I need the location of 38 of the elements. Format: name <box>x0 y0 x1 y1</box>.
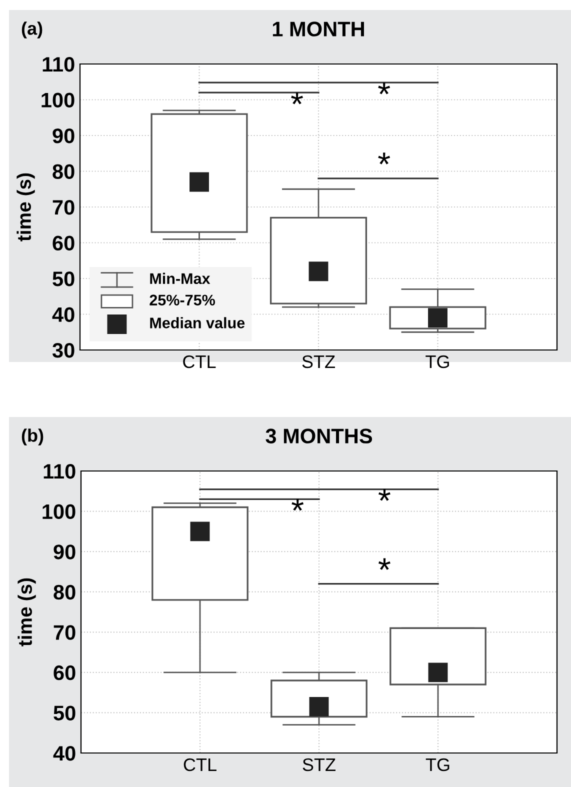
y-tick-label: 40 <box>52 307 74 322</box>
y-tick-label: 40 <box>53 746 76 761</box>
y-tick-label: 110 <box>42 57 74 72</box>
y-tick-label: 80 <box>52 164 74 180</box>
y-tick-label: 110 <box>44 464 76 479</box>
annotation: * <box>378 558 390 570</box>
x-tick-label: STZ <box>302 355 335 368</box>
y-tick-label: 60 <box>52 236 74 251</box>
annotation: * <box>292 498 304 511</box>
y-tick-label: 60 <box>54 665 76 680</box>
chart-title: 1 MONTH <box>272 22 364 36</box>
y-tick-label: 80 <box>54 584 76 600</box>
y-tick-label: 70 <box>54 625 76 640</box>
annotation: 25%-75% <box>150 294 216 306</box>
text: (b) <box>22 428 44 446</box>
y-tick-label: 70 <box>52 200 74 215</box>
y-tick-label: 100 <box>42 92 74 108</box>
x-tick-label: CTL <box>184 758 216 772</box>
annotation: * <box>378 152 390 164</box>
y-tick-label: 50 <box>54 706 76 720</box>
y-axis-title: time (s) <box>18 578 36 646</box>
annotation: * <box>378 489 390 501</box>
y-tick-label: 90 <box>54 544 76 560</box>
annotation: * <box>291 92 303 104</box>
chart-title: 3 MONTHS <box>266 428 372 444</box>
annotation: Median value <box>150 317 245 328</box>
text: (a) <box>22 22 42 38</box>
y-axis-title: time (s) <box>16 173 35 242</box>
x-tick-label: CTL <box>183 355 216 368</box>
y-tick-label: 100 <box>42 504 76 520</box>
x-tick-label: TG <box>426 758 450 772</box>
y-tick-label: 90 <box>52 128 74 144</box>
y-tick-label: 30 <box>52 343 74 358</box>
y-tick-label: 50 <box>52 272 74 286</box>
x-tick-label: STZ <box>302 758 336 772</box>
x-tick-label: TG <box>426 355 449 368</box>
annotation: * <box>378 82 390 94</box>
annotation: Min-Max <box>150 272 210 284</box>
